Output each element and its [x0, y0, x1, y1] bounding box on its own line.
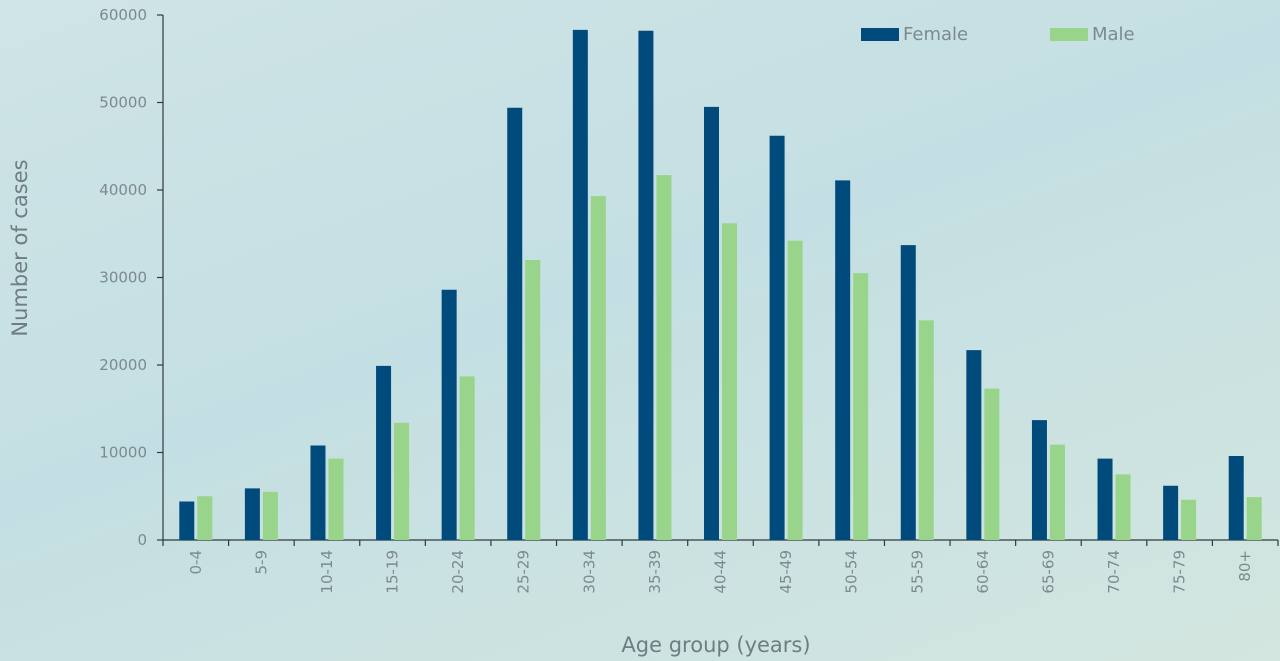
- x-tick-label: 45-49: [777, 550, 795, 594]
- y-tick-label: 40000: [99, 181, 147, 199]
- bar-female-65-69: [1031, 420, 1047, 540]
- x-axis-title: Age group (years): [621, 633, 810, 657]
- y-tick-group: 0 10000 20000 30000 40000 50000 60000: [99, 6, 163, 549]
- bar-male-0-4: [197, 496, 213, 540]
- bar-male-75-79: [1181, 499, 1197, 540]
- legend: Female Male: [861, 24, 1135, 45]
- y-axis-title: Number of cases: [8, 159, 32, 336]
- bar-female-35-39: [638, 30, 654, 540]
- legend-label-male: Male: [1092, 24, 1135, 45]
- bar-male-40-44: [722, 223, 737, 540]
- bar-male-60-64: [984, 388, 1000, 540]
- x-tick-label: 40-44: [712, 550, 730, 594]
- bar-male-25-29: [525, 260, 541, 540]
- y-tick-label: 30000: [99, 269, 147, 287]
- bar-female-20-24: [441, 289, 457, 540]
- legend-swatch-female: [861, 28, 899, 41]
- y-tick-label: 10000: [99, 444, 147, 462]
- x-tick-label: 20-24: [449, 550, 467, 594]
- bar-female-60-64: [966, 350, 982, 540]
- y-tick-label: 50000: [99, 94, 147, 112]
- bar-female-25-29: [507, 107, 523, 540]
- bar-female-70-74: [1097, 458, 1113, 540]
- bar-male-55-59: [918, 320, 934, 540]
- bars-group: [179, 29, 1262, 540]
- bar-female-75-79: [1163, 485, 1179, 540]
- x-tick-label: 10-14: [318, 550, 336, 594]
- bar-female-0-4: [179, 501, 195, 540]
- x-tick-label: 70-74: [1105, 550, 1123, 594]
- bar-male-65-69: [1049, 444, 1065, 540]
- bar-male-10-14: [328, 458, 344, 540]
- x-tick-label: 75-79: [1171, 550, 1189, 594]
- legend-label-female: Female: [903, 24, 968, 45]
- bar-male-80+: [1246, 497, 1262, 540]
- bar-female-50-54: [835, 180, 851, 540]
- legend-swatch-male: [1050, 28, 1088, 41]
- y-tick-label: 60000: [99, 6, 147, 24]
- x-tick-label: 0-4: [187, 550, 205, 575]
- bar-male-20-24: [459, 376, 475, 540]
- bar-male-15-19: [394, 422, 410, 540]
- x-tick-label: 60-64: [974, 550, 992, 594]
- bar-male-45-49: [787, 240, 803, 540]
- x-tick-label: 5-9: [252, 550, 270, 575]
- x-tick-label: 50-54: [843, 550, 861, 594]
- bar-female-15-19: [376, 365, 392, 540]
- y-tick-label: 0: [137, 531, 147, 549]
- x-tick-label: 55-59: [908, 550, 926, 594]
- x-tick-label: 35-39: [646, 550, 664, 594]
- y-tick-label: 20000: [99, 356, 147, 374]
- bar-male-5-9: [262, 491, 278, 540]
- bar-male-70-74: [1115, 474, 1131, 540]
- bar-female-55-59: [900, 245, 916, 540]
- x-tick-label: 80+: [1236, 550, 1254, 582]
- bar-male-50-54: [853, 273, 869, 540]
- bar-female-40-44: [704, 106, 719, 540]
- bar-male-30-34: [590, 196, 606, 540]
- bar-female-10-14: [310, 445, 326, 540]
- bar-female-30-34: [572, 29, 588, 540]
- x-tick-label: 30-34: [580, 550, 598, 594]
- bar-female-80+: [1228, 456, 1244, 540]
- x-tick-label: 15-19: [384, 550, 402, 594]
- x-tick-label: 65-69: [1039, 550, 1057, 594]
- bar-female-45-49: [769, 135, 785, 540]
- bar-male-35-39: [656, 175, 672, 540]
- bar-female-5-9: [244, 488, 260, 540]
- x-tick-label: 25-29: [515, 550, 533, 594]
- x-tick-group: 0-4 5-9 10-14 15-19 20-24 25-29 30-34 35-39 40-4…: [162, 540, 1279, 594]
